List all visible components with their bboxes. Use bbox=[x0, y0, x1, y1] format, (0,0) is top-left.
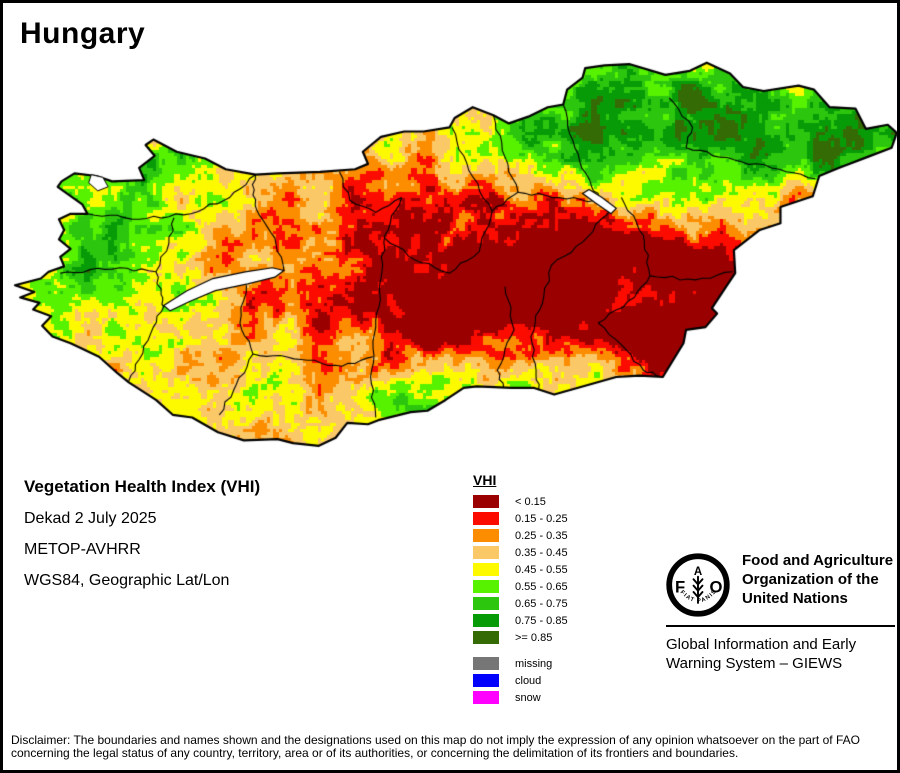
legend-swatch bbox=[473, 657, 499, 670]
legend-swatch bbox=[473, 631, 499, 644]
disclaimer-line: Disclaimer: The boundaries and names sho… bbox=[11, 733, 860, 747]
legend-class-label: >= 0.85 bbox=[515, 631, 553, 644]
legend-swatch bbox=[473, 495, 499, 508]
legend-swatch bbox=[473, 580, 499, 593]
fao-logo-letter-a: A bbox=[694, 566, 703, 578]
product-name: Vegetation Health Index (VHI) bbox=[24, 477, 261, 496]
vhi-map-canvas bbox=[3, 3, 897, 473]
product-sensor: METOP-AVHRR bbox=[24, 541, 141, 558]
legend-row: cloud bbox=[473, 674, 568, 687]
legend-row: < 0.15 bbox=[473, 495, 568, 508]
legend-row: snow bbox=[473, 691, 568, 704]
legend-class-label: 0.75 - 0.85 bbox=[515, 614, 568, 627]
legend-heading: VHI bbox=[473, 472, 497, 488]
legend-class-label: 0.55 - 0.65 bbox=[515, 580, 568, 593]
legend-row: 0.45 - 0.55 bbox=[473, 563, 568, 576]
wheat-ear-icon bbox=[692, 575, 704, 604]
fao-name-line: United Nations bbox=[742, 590, 848, 607]
legend-class-list: < 0.15 0.15 - 0.25 0.25 - 0.35 0.35 - 0.45 0… bbox=[473, 495, 568, 644]
legend-extra-class-list: missing cloud snow bbox=[473, 657, 568, 704]
legend-class-label: 0.25 - 0.35 bbox=[515, 529, 568, 542]
legend-swatch bbox=[473, 614, 499, 627]
disclaimer: Disclaimer: The boundaries and names sho… bbox=[11, 734, 895, 760]
giews-name: Global Information and Early Warning Sys… bbox=[666, 635, 856, 673]
legend-class-label: 0.45 - 0.55 bbox=[515, 563, 568, 576]
fao-logo: F A O FIAT PANIS bbox=[666, 553, 730, 617]
legend-swatch bbox=[473, 674, 499, 687]
legend-row: 0.65 - 0.75 bbox=[473, 597, 568, 610]
legend-swatch bbox=[473, 691, 499, 704]
legend-swatch bbox=[473, 597, 499, 610]
legend-row: >= 0.85 bbox=[473, 631, 568, 644]
legend-class-label: < 0.15 bbox=[515, 495, 546, 508]
fao-logo-letter-f: F bbox=[675, 578, 685, 597]
product-period: Dekad 2 July 2025 bbox=[24, 510, 157, 527]
fao-name-line: Food and Agriculture bbox=[742, 552, 894, 569]
disclaimer-line: concerning the legal status of any count… bbox=[11, 746, 739, 760]
legend-class-label: 0.35 - 0.45 bbox=[515, 546, 568, 559]
legend-swatch bbox=[473, 512, 499, 525]
legend-class-label: 0.15 - 0.25 bbox=[515, 512, 568, 525]
legend-swatch bbox=[473, 529, 499, 542]
fao-logo-letter-o: O bbox=[709, 578, 722, 597]
legend-row: 0.25 - 0.35 bbox=[473, 529, 568, 542]
vhi-legend: VHI < 0.15 0.15 - 0.25 0.25 - 0.35 0.35 - 0… bbox=[473, 472, 568, 708]
product-projection: WGS84, Geographic Lat/Lon bbox=[24, 572, 230, 589]
legend-row: 0.15 - 0.25 bbox=[473, 512, 568, 525]
legend-swatch bbox=[473, 546, 499, 559]
fao-divider bbox=[666, 625, 895, 627]
legend-class-label: missing bbox=[515, 657, 553, 670]
giews-line: Global Information and Early bbox=[666, 636, 857, 653]
fao-name-line: Organization of the bbox=[742, 571, 879, 588]
legend-row: missing bbox=[473, 657, 568, 670]
legend-row: 0.35 - 0.45 bbox=[473, 546, 568, 559]
legend-swatch bbox=[473, 563, 499, 576]
legend-class-label: cloud bbox=[515, 674, 542, 687]
legend-row: 0.75 - 0.85 bbox=[473, 614, 568, 627]
fao-name: Food and Agriculture Organization of the… bbox=[742, 551, 893, 608]
product-info: Vegetation Health Index (VHI) Dekad 2 Ju… bbox=[24, 477, 260, 590]
legend-row: 0.55 - 0.65 bbox=[473, 580, 568, 593]
page-title: Hungary bbox=[20, 17, 146, 50]
legend-class-label: 0.65 - 0.75 bbox=[515, 597, 568, 610]
legend-class-label: snow bbox=[515, 691, 541, 704]
giews-line: Warning System – GIEWS bbox=[666, 655, 843, 672]
